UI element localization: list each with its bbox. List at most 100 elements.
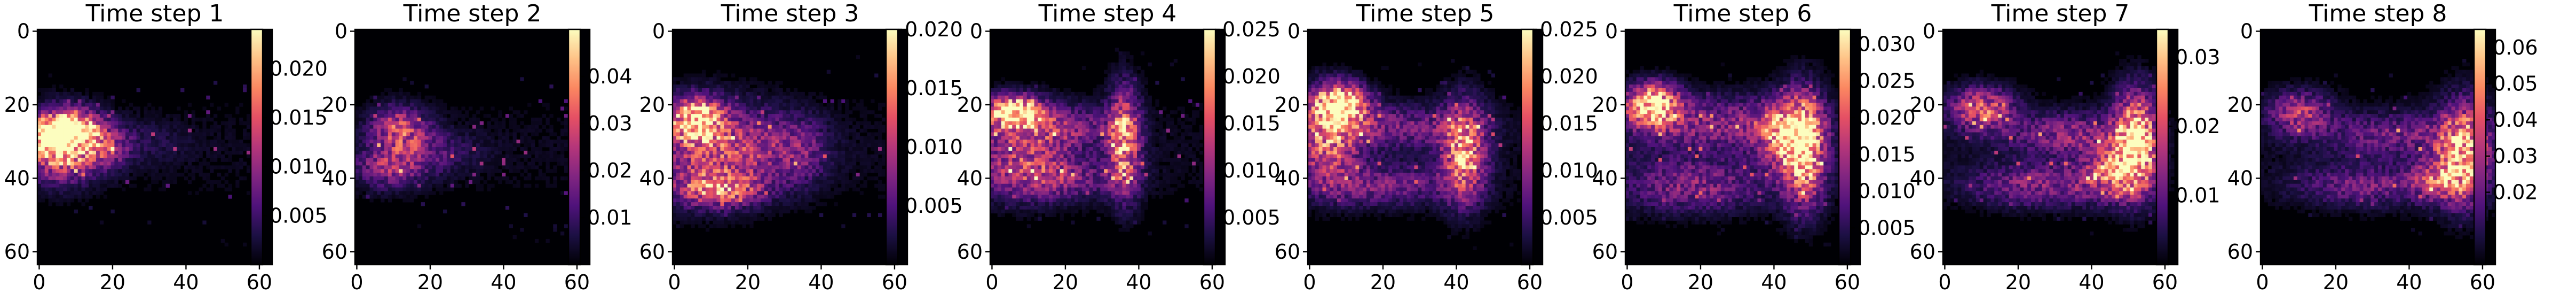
- heatmap-cell: [67, 173, 71, 177]
- heatmap-cell: [243, 136, 247, 140]
- heatmap-cell: [783, 191, 787, 195]
- heatmap-cell: [465, 154, 469, 159]
- heatmap-cell: [731, 140, 736, 144]
- heatmap-cell: [742, 209, 746, 214]
- heatmap-cell: [395, 180, 399, 184]
- heatmap-cell: [44, 103, 49, 107]
- heatmap-cell: [1155, 110, 1159, 114]
- heatmap-cell: [228, 118, 232, 122]
- heatmap-cell: [683, 81, 688, 85]
- heatmap-cell: [443, 132, 447, 136]
- heatmap-cell: [1008, 88, 1013, 92]
- heatmap-cell: [698, 128, 702, 133]
- heatmap-cell: [136, 161, 140, 166]
- heatmap-cell: [819, 165, 824, 169]
- heatmap-cell: [125, 114, 130, 118]
- heatmap-cell: [1140, 91, 1145, 96]
- heatmap-cell: [687, 143, 691, 148]
- heatmap-cell: [410, 106, 414, 111]
- heatmap-cell: [509, 132, 513, 136]
- heatmap-cell: [724, 118, 728, 122]
- heatmap-cell: [1118, 99, 1123, 103]
- heatmap-cell: [381, 114, 385, 118]
- heatmap-cell: [771, 143, 776, 148]
- heatmap-cell: [1081, 91, 1086, 96]
- heatmap-cell: [691, 106, 695, 111]
- heatmap-cell: [749, 173, 754, 177]
- heatmap-cell: [878, 136, 882, 140]
- heatmap-cell: [483, 154, 487, 159]
- heatmap-cell: [816, 114, 820, 118]
- heatmap-cell: [162, 132, 167, 136]
- heatmap-cell: [812, 121, 816, 126]
- heatmap-cell: [694, 84, 699, 89]
- heatmap-cell: [720, 99, 724, 103]
- heatmap-cell: [783, 180, 787, 184]
- heatmap-cell: [867, 136, 871, 140]
- heatmap-cell: [845, 103, 849, 107]
- heatmap-cell: [761, 125, 765, 129]
- heatmap-cell: [224, 158, 228, 162]
- heatmap-cell: [702, 224, 706, 228]
- heatmap-cell: [761, 198, 765, 203]
- heatmap-cell: [761, 99, 765, 103]
- heatmap-cell: [1005, 91, 1009, 96]
- heatmap-cell: [742, 118, 746, 122]
- heatmap-cell: [114, 118, 118, 122]
- heatmap-cell: [705, 209, 710, 214]
- heatmap-cell: [1005, 110, 1009, 114]
- heatmap-cell: [749, 198, 754, 203]
- heatmap-cell: [110, 128, 115, 133]
- heatmap-cell: [155, 158, 159, 162]
- heatmap-cell: [738, 180, 743, 184]
- heatmap-cell: [373, 173, 377, 177]
- heatmap-cell: [391, 121, 396, 126]
- heatmap-cell: [366, 140, 370, 144]
- heatmap-cell: [129, 114, 133, 118]
- heatmap-cell: [771, 99, 776, 103]
- heatmap-cell: [450, 187, 455, 191]
- heatmap-cell: [826, 173, 831, 177]
- heatmap-cell: [89, 143, 93, 148]
- heatmap-cell: [720, 217, 724, 221]
- heatmap-cell: [856, 154, 860, 159]
- heatmap-cell: [67, 136, 71, 140]
- heatmap-cell: [849, 110, 853, 114]
- heatmap-cell: [132, 118, 137, 122]
- heatmap-cell: [826, 169, 831, 173]
- heatmap-cell: [816, 158, 820, 162]
- heatmap-cell: [546, 158, 550, 162]
- heatmap-cell: [125, 180, 130, 184]
- heatmap-cell: [881, 161, 886, 166]
- heatmap-cell: [151, 125, 155, 129]
- heatmap-cell: [1137, 84, 1141, 89]
- heatmap-cell: [867, 169, 871, 173]
- heatmap-cell: [797, 103, 802, 107]
- heatmap-cell: [797, 161, 802, 166]
- heatmap-cell: [388, 95, 392, 100]
- heatmap-cell: [793, 140, 798, 144]
- heatmap-cell: [388, 173, 392, 177]
- heatmap-cell: [1126, 77, 1130, 81]
- heatmap-cell: [454, 183, 458, 188]
- heatmap-cell: [801, 176, 805, 181]
- heatmap-cell: [779, 95, 783, 100]
- heatmap-cell: [505, 132, 510, 136]
- heatmap-cell: [406, 91, 410, 96]
- heatmap-cell: [687, 88, 691, 92]
- heatmap-cell: [52, 169, 56, 173]
- heatmap-cell: [542, 150, 546, 155]
- heatmap-cell: [428, 173, 432, 177]
- heatmap-cell: [859, 173, 864, 177]
- heatmap-cell: [728, 128, 732, 133]
- heatmap-cell: [997, 99, 1002, 103]
- heatmap-cell: [1005, 103, 1009, 107]
- heatmap-cell: [479, 176, 484, 181]
- heatmap-cell: [446, 125, 451, 129]
- heatmap-cell: [107, 150, 111, 155]
- heatmap-cell: [44, 187, 49, 191]
- heatmap-cell: [381, 187, 385, 191]
- heatmap-cell: [702, 154, 706, 159]
- heatmap-image: [990, 29, 1225, 265]
- heatmap-cell: [1085, 110, 1090, 114]
